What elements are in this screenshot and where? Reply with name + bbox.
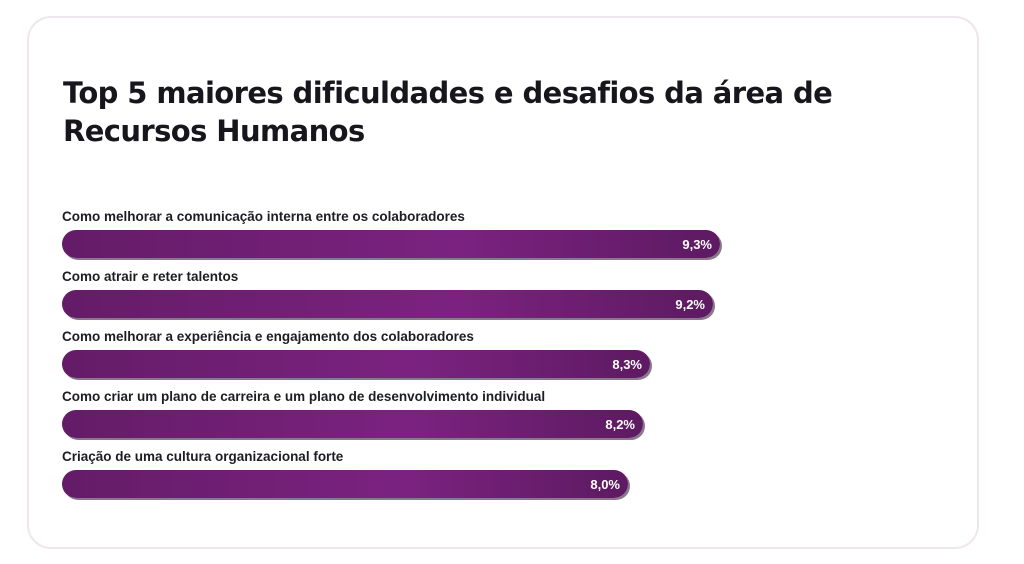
bar-row: Como atrair e reter talentos 9,2% [62, 268, 942, 328]
bar-row: Como criar um plano de carreira e um pla… [62, 388, 942, 448]
bar-row: Como melhorar a experiência e engajament… [62, 328, 942, 388]
bar-value-label: 9,2% [675, 297, 705, 312]
bar-value-label: 9,3% [682, 237, 712, 252]
bar-track: 9,3% [62, 230, 942, 258]
bar-value-label: 8,2% [605, 417, 635, 432]
bar: 8,2% [62, 410, 643, 438]
bar: 9,3% [62, 230, 720, 258]
bar-category-label: Como melhorar a comunicação interna entr… [62, 209, 465, 224]
bar-category-label: Como atrair e reter talentos [62, 269, 239, 284]
bar-track: 8,3% [62, 350, 942, 378]
bar-track: 8,0% [62, 470, 942, 498]
bar: 9,2% [62, 290, 713, 318]
bar-row: Como melhorar a comunicação interna entr… [62, 208, 942, 268]
bar-value-label: 8,3% [612, 357, 642, 372]
bar-row: Criação de uma cultura organizacional fo… [62, 448, 942, 508]
bar-category-label: Como melhorar a experiência e engajament… [62, 329, 474, 344]
bar-track: 8,2% [62, 410, 942, 438]
bar-category-label: Como criar um plano de carreira e um pla… [62, 389, 546, 404]
bar-track: 9,2% [62, 290, 942, 318]
bar: 8,3% [62, 350, 650, 378]
chart-title: Top 5 maiores dificuldades e desafios da… [63, 76, 833, 148]
chart-card: Top 5 maiores dificuldades e desafios da… [27, 16, 979, 549]
bar-value-label: 8,0% [590, 477, 620, 492]
bar-category-label: Criação de uma cultura organizacional fo… [62, 449, 344, 464]
bar: 8,0% [62, 470, 628, 498]
